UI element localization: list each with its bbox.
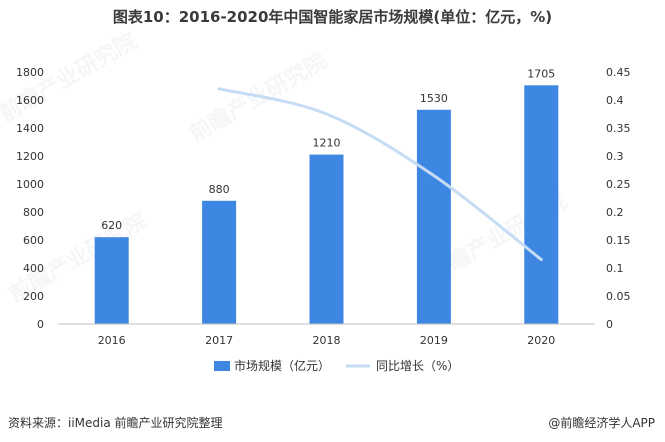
y-left-tick-label: 200 xyxy=(23,290,44,303)
y-right-tick-label: 0 xyxy=(606,318,613,331)
x-tick-label: 2020 xyxy=(527,334,555,347)
y-left-tick-label: 1800 xyxy=(16,66,44,79)
brand-note: @前瞻经济学人APP xyxy=(548,416,655,430)
y-right-tick-label: 0.35 xyxy=(606,122,631,135)
x-tick-label: 2019 xyxy=(420,334,448,347)
bar xyxy=(202,200,237,324)
y-right-tick-label: 0.15 xyxy=(606,234,631,247)
bar-series: 620 880 1210 1530 1705 xyxy=(94,67,559,324)
chart-title: 图表10：2016-2020年中国智能家居市场规模(单位：亿元，%) xyxy=(112,8,553,26)
bar xyxy=(416,109,451,324)
y-left-tick-label: 800 xyxy=(23,206,44,219)
source-note: 资料来源：iiMedia 前瞻产业研究院整理 xyxy=(8,416,223,430)
y-right-tick-label: 0.1 xyxy=(606,262,624,275)
legend-label-bar: 市场规模（亿元） xyxy=(234,358,330,373)
bar xyxy=(94,237,129,324)
x-tick-label: 2018 xyxy=(313,334,341,347)
legend-label-line: 同比增长（%） xyxy=(376,359,459,373)
y-right-tick-label: 0.3 xyxy=(606,150,624,163)
bar-data-label: 1530 xyxy=(420,92,448,105)
y-left-tick-label: 1200 xyxy=(16,150,44,163)
bar-data-label: 880 xyxy=(209,183,230,196)
bar-data-label: 1210 xyxy=(313,137,341,150)
bar-data-label: 1705 xyxy=(527,67,555,80)
y-left-tick-label: 1000 xyxy=(16,178,44,191)
line-series xyxy=(217,87,543,262)
x-tick-label: 2016 xyxy=(98,334,126,347)
y-left-tick-label: 0 xyxy=(37,318,44,331)
y-right-tick-label: 0.45 xyxy=(606,66,631,79)
y-left-tick-label: 1400 xyxy=(16,122,44,135)
legend: 市场规模（亿元） 同比增长（%） xyxy=(214,358,459,373)
y-right-tick-label: 0.25 xyxy=(606,178,631,191)
y-left-tick-label: 600 xyxy=(23,234,44,247)
y-right-tick-label: 0.05 xyxy=(606,290,631,303)
legend-swatch-bar xyxy=(214,361,230,371)
y-right-tick-label: 0.4 xyxy=(606,94,624,107)
bar-data-label: 620 xyxy=(101,219,122,232)
y-right-tick-label: 0.2 xyxy=(606,206,624,219)
y-left-tick-label: 1600 xyxy=(16,94,44,107)
x-tick-label: 2017 xyxy=(205,334,233,347)
x-axis: 2016 2017 2018 2019 2020 xyxy=(58,323,595,347)
bar xyxy=(309,154,344,324)
right-axis: 0 0.05 0.1 0.15 0.2 0.25 0.3 0.35 0.4 0.45 xyxy=(606,66,631,331)
bar xyxy=(524,85,559,324)
growth-line xyxy=(217,87,543,262)
y-left-tick-label: 400 xyxy=(23,262,44,275)
left-axis: 0 200 400 600 800 1000 1200 1400 1600 1800 xyxy=(16,66,44,331)
